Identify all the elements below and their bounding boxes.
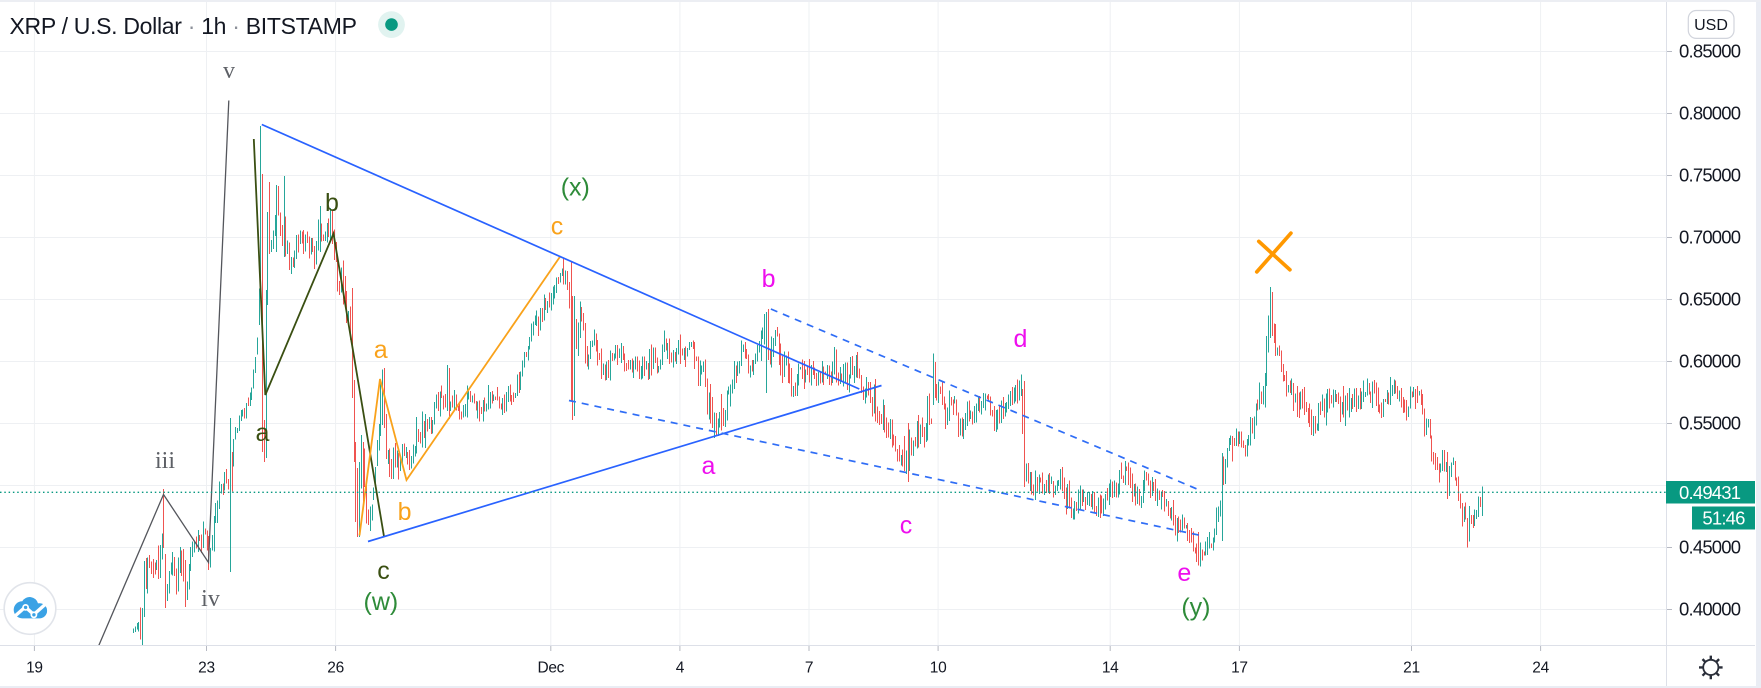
svg-text:v: v — [223, 58, 235, 84]
svg-text:10: 10 — [930, 660, 947, 677]
svg-text:Dec: Dec — [537, 660, 564, 677]
svg-text:0.65000: 0.65000 — [1679, 289, 1741, 310]
svg-text:0.45000: 0.45000 — [1679, 537, 1741, 558]
svg-text:c: c — [377, 557, 390, 585]
svg-text:26: 26 — [327, 660, 344, 677]
svg-text:XRP / U.S. Dollar · 1h · BITST: XRP / U.S. Dollar · 1h · BITSTAMP — [10, 13, 357, 39]
svg-text:e: e — [1177, 559, 1191, 587]
svg-text:a: a — [256, 419, 270, 447]
svg-text:a: a — [374, 336, 388, 364]
svg-text:c: c — [900, 512, 913, 540]
svg-text:0.80000: 0.80000 — [1679, 103, 1741, 124]
svg-text:c: c — [551, 213, 564, 241]
svg-text:0.55000: 0.55000 — [1679, 413, 1741, 434]
svg-text:b: b — [398, 498, 412, 526]
svg-text:21: 21 — [1403, 660, 1420, 677]
svg-text:0.49431: 0.49431 — [1679, 482, 1741, 503]
svg-text:0.70000: 0.70000 — [1679, 227, 1741, 248]
svg-text:iii: iii — [155, 448, 175, 474]
svg-text:0.60000: 0.60000 — [1679, 351, 1741, 372]
svg-text:b: b — [325, 189, 339, 217]
svg-text:7: 7 — [805, 660, 813, 677]
svg-text:b: b — [762, 265, 776, 293]
svg-text:0.40000: 0.40000 — [1679, 599, 1741, 620]
svg-text:51:46: 51:46 — [1702, 508, 1745, 529]
svg-text:4: 4 — [676, 660, 685, 677]
svg-text:23: 23 — [198, 660, 215, 677]
svg-text:19: 19 — [26, 660, 43, 677]
svg-text:0.75000: 0.75000 — [1679, 165, 1741, 186]
svg-text:17: 17 — [1231, 660, 1248, 677]
svg-text:d: d — [1013, 325, 1027, 353]
svg-text:0.85000: 0.85000 — [1679, 41, 1741, 62]
svg-text:(y): (y) — [1181, 594, 1210, 622]
svg-text:iv: iv — [201, 586, 220, 612]
svg-text:(x): (x) — [561, 174, 590, 202]
svg-text:14: 14 — [1102, 660, 1119, 677]
svg-text:(w): (w) — [364, 588, 399, 616]
svg-text:USD: USD — [1694, 17, 1728, 34]
svg-text:24: 24 — [1532, 660, 1549, 677]
svg-text:a: a — [701, 452, 715, 480]
